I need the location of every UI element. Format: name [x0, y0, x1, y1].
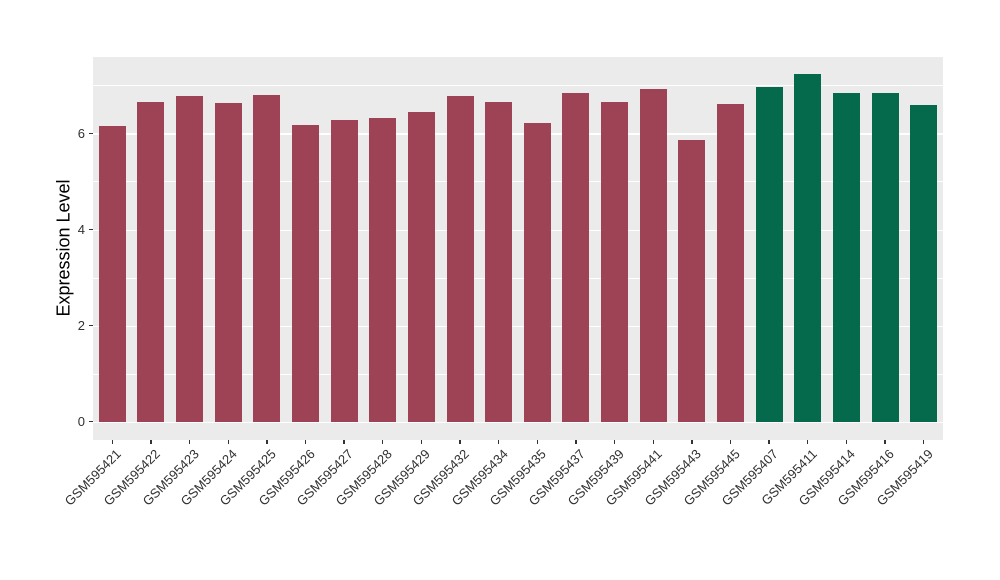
minor-gridline — [93, 85, 943, 87]
x-tick-mark — [420, 440, 423, 444]
bar-GSM595434 — [485, 102, 513, 422]
major-gridline — [93, 421, 943, 424]
y-tick-label: 0 — [77, 414, 85, 430]
x-tick-mark — [652, 440, 654, 444]
x-tick-mark — [266, 440, 268, 444]
x-tick-mark — [150, 440, 152, 444]
y-tick-label: 4 — [77, 222, 85, 238]
bar-GSM595424 — [214, 102, 242, 422]
y-tick-mark — [89, 132, 93, 135]
bar-GSM595428 — [369, 118, 397, 422]
x-tick-mark — [729, 440, 732, 444]
y-tick-mark — [89, 228, 93, 231]
x-tick-mark — [845, 440, 848, 444]
bar-GSM595416 — [871, 92, 899, 422]
bar-GSM595425 — [253, 94, 281, 422]
bar-GSM595441 — [639, 88, 667, 422]
x-tick-label: GSM595421 — [62, 446, 125, 509]
bar-GSM595445 — [717, 103, 744, 422]
plot-panel — [93, 57, 943, 440]
x-tick-mark — [613, 440, 616, 444]
bar-GSM595414 — [832, 92, 860, 422]
x-tick-mark — [188, 440, 191, 444]
major-gridline — [93, 229, 943, 231]
x-tick-mark — [575, 440, 577, 444]
major-gridline — [93, 325, 943, 328]
bar-GSM595423 — [176, 96, 204, 422]
bar-GSM595432 — [446, 96, 474, 422]
x-tick-mark — [884, 440, 886, 444]
bar-GSM595411 — [794, 73, 822, 422]
x-tick-mark — [807, 440, 809, 444]
x-tick-mark — [768, 440, 770, 444]
bar-GSM595443 — [678, 139, 706, 422]
minor-gridline — [93, 373, 943, 375]
x-tick-mark — [382, 440, 384, 444]
y-tick-label: 2 — [77, 318, 85, 334]
x-tick-mark — [111, 440, 113, 444]
minor-gridline — [93, 277, 943, 279]
bar-GSM595439 — [601, 102, 629, 422]
y-tick-mark — [89, 324, 93, 327]
y-axis-title: Expression Level — [53, 179, 74, 317]
bar-GSM595427 — [330, 119, 358, 422]
x-tick-mark — [227, 440, 229, 444]
x-tick-mark — [459, 440, 461, 444]
bar-GSM595422 — [137, 102, 165, 422]
x-tick-mark — [536, 440, 538, 444]
bar-GSM595437 — [562, 92, 590, 422]
bar-GSM595419 — [910, 105, 938, 422]
bar-GSM595421 — [98, 125, 126, 422]
x-tick-mark — [691, 440, 693, 444]
bar-GSM595435 — [523, 123, 551, 422]
y-tick-label: 6 — [77, 125, 85, 141]
x-tick-mark — [497, 440, 500, 444]
major-gridline — [93, 133, 943, 135]
x-tick-mark — [304, 440, 307, 444]
bar-GSM595407 — [755, 87, 783, 422]
y-tick-mark — [89, 421, 93, 423]
x-tick-mark — [343, 440, 345, 444]
minor-gridline — [93, 181, 943, 183]
x-tick-mark — [922, 440, 925, 444]
bar-GSM595429 — [407, 111, 435, 422]
bar-GSM595426 — [292, 125, 319, 422]
